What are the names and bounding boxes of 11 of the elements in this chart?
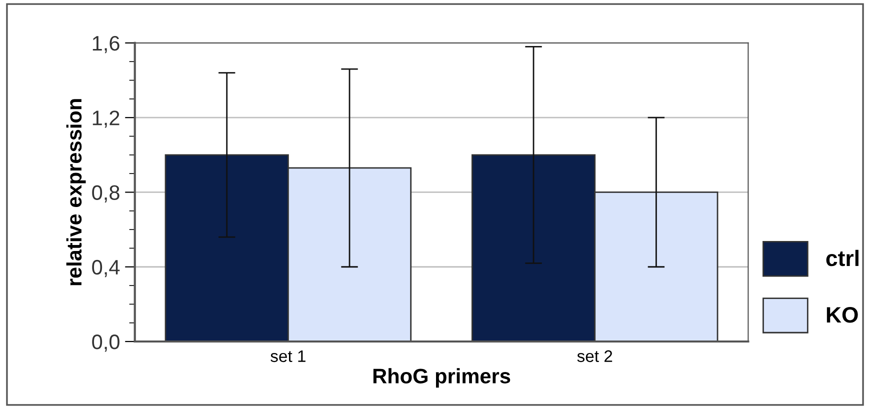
x-axis-title: RhoG primers — [373, 368, 510, 388]
legend-label: KO — [826, 307, 858, 323]
legend-label: ctrl — [826, 250, 858, 266]
y-tick-label: 0,4 — [92, 260, 120, 278]
x-tick-label: set 1 — [270, 350, 306, 362]
y-tick-label: 1,2 — [92, 110, 120, 128]
y-tick-label: 1,6 — [92, 36, 120, 54]
y-tick-label: 0,0 — [92, 334, 120, 352]
x-tick-label: set 2 — [577, 350, 612, 362]
y-tick-label: 0,8 — [92, 185, 120, 202]
y-axis-title: relative expression — [66, 99, 86, 286]
